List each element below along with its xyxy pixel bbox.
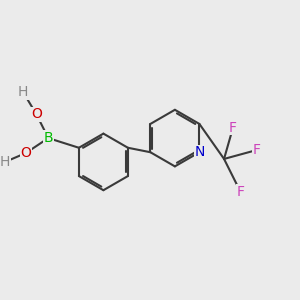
Text: O: O	[20, 146, 32, 160]
Text: B: B	[44, 131, 53, 145]
Text: F: F	[236, 185, 244, 199]
Text: O: O	[31, 107, 42, 121]
Text: F: F	[253, 143, 261, 157]
Text: N: N	[194, 145, 205, 159]
Text: H: H	[18, 85, 28, 99]
Text: F: F	[229, 121, 237, 135]
Text: H: H	[0, 155, 10, 169]
